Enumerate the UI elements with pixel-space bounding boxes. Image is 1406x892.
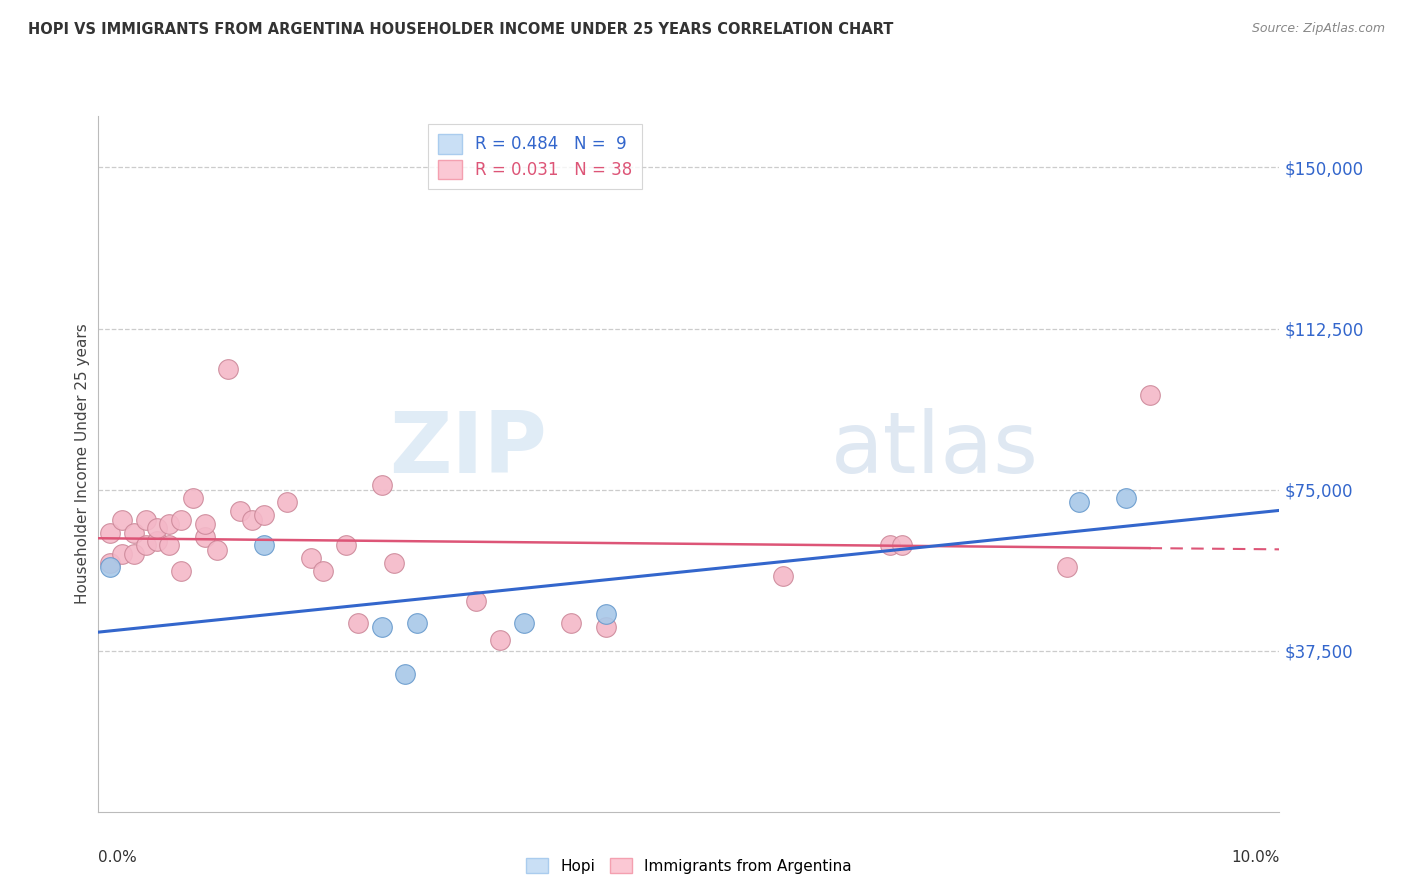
Point bbox=[772, 568, 794, 582]
Point bbox=[253, 538, 276, 552]
Point bbox=[335, 538, 357, 552]
Text: atlas: atlas bbox=[831, 409, 1039, 491]
Point bbox=[382, 556, 405, 570]
Point bbox=[240, 513, 263, 527]
Point bbox=[135, 538, 157, 552]
Text: 0.0%: 0.0% bbox=[98, 850, 138, 865]
Point bbox=[394, 667, 416, 681]
Text: HOPI VS IMMIGRANTS FROM ARGENTINA HOUSEHOLDER INCOME UNDER 25 YEARS CORRELATION : HOPI VS IMMIGRANTS FROM ARGENTINA HOUSEH… bbox=[28, 22, 893, 37]
Point bbox=[146, 521, 169, 535]
Point bbox=[205, 542, 228, 557]
Point bbox=[371, 620, 394, 634]
Point bbox=[135, 513, 157, 527]
Point bbox=[111, 547, 134, 561]
Point bbox=[122, 547, 145, 561]
Point bbox=[170, 513, 193, 527]
Point bbox=[157, 538, 180, 552]
Point bbox=[312, 564, 335, 578]
Text: 10.0%: 10.0% bbox=[1232, 850, 1279, 865]
Point bbox=[347, 615, 370, 630]
Point bbox=[560, 615, 582, 630]
Point bbox=[98, 525, 121, 540]
Point bbox=[111, 513, 134, 527]
Point bbox=[512, 615, 534, 630]
Text: ZIP: ZIP bbox=[389, 409, 547, 491]
Point bbox=[194, 530, 217, 544]
Point bbox=[1115, 491, 1137, 506]
Point bbox=[1056, 560, 1078, 574]
Legend: R = 0.484   N =  9, R = 0.031   N = 38: R = 0.484 N = 9, R = 0.031 N = 38 bbox=[429, 124, 643, 189]
Point bbox=[299, 551, 322, 566]
Legend: Hopi, Immigrants from Argentina: Hopi, Immigrants from Argentina bbox=[520, 852, 858, 880]
Point bbox=[371, 478, 394, 492]
Point bbox=[1139, 388, 1161, 402]
Y-axis label: Householder Income Under 25 years: Householder Income Under 25 years bbox=[75, 324, 90, 604]
Point bbox=[194, 516, 217, 531]
Point bbox=[595, 620, 617, 634]
Point bbox=[1067, 495, 1090, 509]
Point bbox=[595, 607, 617, 622]
Point bbox=[890, 538, 912, 552]
Point bbox=[157, 516, 180, 531]
Point bbox=[146, 534, 169, 549]
Point bbox=[170, 564, 193, 578]
Point bbox=[122, 525, 145, 540]
Point bbox=[465, 594, 488, 608]
Point bbox=[181, 491, 204, 506]
Point bbox=[98, 556, 121, 570]
Text: Source: ZipAtlas.com: Source: ZipAtlas.com bbox=[1251, 22, 1385, 36]
Point bbox=[489, 632, 512, 647]
Point bbox=[879, 538, 901, 552]
Point bbox=[276, 495, 298, 509]
Point bbox=[217, 362, 239, 376]
Point bbox=[98, 560, 121, 574]
Point bbox=[229, 504, 252, 518]
Point bbox=[253, 508, 276, 523]
Point bbox=[406, 615, 429, 630]
